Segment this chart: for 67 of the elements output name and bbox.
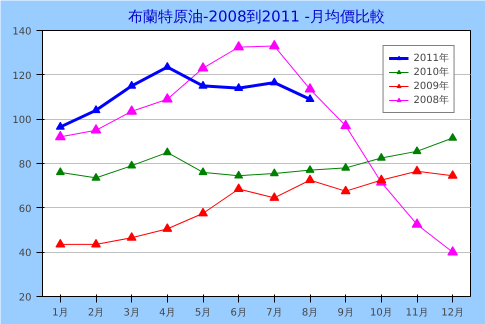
point	[268, 40, 280, 50]
legend-label: 2011年	[414, 52, 449, 65]
x-tick-label: 5月	[194, 308, 212, 318]
x-tick-label: 10月	[370, 308, 393, 318]
point	[162, 223, 172, 232]
point	[340, 120, 352, 130]
point	[233, 41, 244, 50]
x-tick-label: 4月	[159, 308, 176, 318]
point	[198, 167, 208, 176]
point	[270, 77, 279, 86]
y-tick-label: 40	[18, 248, 32, 260]
point	[126, 105, 138, 115]
point	[127, 80, 136, 89]
y-tick-label: 20	[18, 292, 32, 304]
point	[340, 186, 351, 194]
point	[412, 218, 422, 228]
point	[92, 172, 100, 181]
point	[412, 146, 422, 154]
x-tick-label: 1月	[52, 308, 69, 318]
point	[305, 174, 315, 184]
point	[54, 130, 66, 140]
point	[127, 160, 136, 168]
point	[56, 122, 65, 130]
point	[306, 94, 314, 102]
point	[269, 192, 280, 201]
point	[56, 167, 65, 176]
point	[448, 132, 458, 141]
point	[90, 124, 102, 134]
point	[448, 170, 458, 179]
point	[126, 232, 137, 241]
point	[234, 170, 244, 178]
point	[198, 80, 208, 89]
point	[162, 147, 172, 156]
point	[198, 208, 208, 216]
legend-label: 2008年	[414, 94, 449, 107]
y-tick-label: 80	[18, 160, 32, 170]
point	[92, 105, 100, 114]
point	[162, 93, 173, 103]
legend-label: 2009年	[414, 80, 449, 93]
y-tick-label: 140	[12, 26, 32, 38]
legend-label: 2010年	[414, 66, 449, 79]
x-tick-label: 7月	[266, 308, 283, 318]
y-tick-label: 100	[12, 115, 32, 126]
point	[91, 238, 101, 248]
point	[447, 246, 458, 256]
chart-title: 布蘭特原油-2008到2011 -月均價比較	[128, 8, 385, 26]
point	[162, 62, 172, 70]
x-tick-label: 8月	[302, 308, 318, 318]
x-tick-label: 2月	[88, 308, 104, 318]
point	[376, 174, 386, 184]
point	[341, 162, 350, 171]
point	[270, 168, 279, 176]
point	[376, 152, 386, 161]
point	[55, 238, 66, 248]
x-tick-label: 3月	[123, 308, 140, 318]
point	[198, 62, 208, 72]
x-tick-label: 11月	[406, 308, 428, 318]
y-tick-label: 120	[12, 70, 32, 82]
y-tick-label: 60	[18, 204, 32, 215]
x-tick-label: 12月	[441, 308, 464, 318]
point	[234, 183, 244, 192]
point	[412, 166, 422, 174]
point	[234, 83, 244, 91]
x-tick-label: 9月	[337, 308, 354, 318]
x-tick-label: 6月	[230, 308, 247, 318]
point	[306, 165, 314, 173]
point	[304, 83, 316, 93]
